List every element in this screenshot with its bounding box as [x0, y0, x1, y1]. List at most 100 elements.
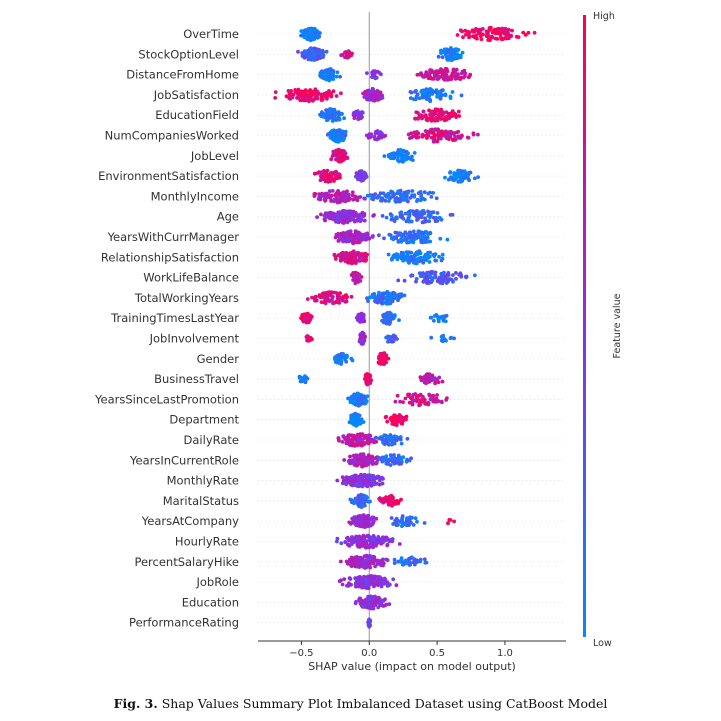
shap-point [406, 394, 411, 398]
shap-point [341, 434, 346, 439]
colorbar-low-label: Low [593, 638, 612, 649]
shap-point [405, 251, 410, 256]
shap-point [382, 538, 387, 543]
shap-point [355, 463, 359, 468]
shap-point [350, 535, 354, 539]
shap-point [300, 379, 304, 384]
shap-point [395, 257, 400, 262]
feature-label: Gender [197, 352, 240, 366]
shap-point [367, 236, 372, 241]
shap-point [354, 112, 359, 117]
shap-point [379, 72, 383, 77]
shap-point [359, 557, 363, 562]
shap-point [378, 576, 383, 581]
shap-point [466, 173, 470, 178]
shap-point [352, 219, 357, 224]
shap-point [390, 456, 394, 460]
shap-point [401, 232, 406, 237]
shap-point [364, 578, 368, 583]
shap-point [521, 30, 526, 35]
shap-point [445, 57, 449, 61]
shap-point [385, 461, 390, 466]
shap-point [481, 27, 485, 31]
shap-point [373, 594, 377, 599]
shap-point [405, 151, 409, 156]
x-tick-label: 0.5 [429, 648, 445, 659]
shap-point [410, 189, 415, 193]
shap-point [445, 237, 450, 242]
shap-point [367, 621, 371, 626]
feature-label: MonthlyIncome [151, 189, 239, 203]
shap-point [382, 315, 387, 320]
shap-point [344, 52, 349, 56]
shap-point [416, 393, 421, 398]
shap-point [459, 71, 464, 76]
shap-point [318, 178, 323, 183]
shap-point [303, 316, 308, 321]
shap-point [307, 57, 311, 61]
shap-point [374, 460, 379, 465]
shap-point [325, 211, 329, 216]
shap-point [439, 258, 444, 263]
shap-point [433, 127, 438, 132]
colorbar-high-label: High [593, 11, 615, 22]
shap-point [353, 197, 358, 201]
shap-point [392, 561, 397, 565]
shap-point [346, 433, 351, 438]
shap-point [450, 212, 455, 217]
feature-label: TrainingTimesLastYear [110, 311, 239, 325]
shap-point [362, 218, 367, 223]
shap-point [349, 294, 354, 299]
shap-point [349, 458, 354, 463]
shap-point [317, 192, 322, 197]
shap-point [349, 213, 354, 217]
shap-point [364, 441, 368, 445]
shap-point [378, 191, 383, 196]
shap-point [435, 73, 440, 78]
shap-point [444, 338, 448, 343]
shap-point [419, 72, 424, 77]
shap-point [362, 554, 367, 559]
shap-point [449, 175, 453, 180]
shap-point [334, 148, 339, 153]
shap-point [409, 219, 414, 224]
shap-point [313, 87, 318, 92]
shap-point [415, 72, 420, 77]
shap-point [367, 618, 372, 622]
shap-point [476, 175, 480, 180]
shap-point [385, 290, 390, 294]
shap-point [377, 478, 382, 483]
shap-point [417, 271, 422, 276]
shap-point [342, 197, 347, 202]
shap-point [389, 217, 394, 222]
shap-point [412, 562, 417, 567]
shap-point [432, 314, 437, 318]
shap-point [431, 215, 436, 220]
shap-point [405, 436, 410, 441]
shap-point [342, 254, 347, 258]
shap-point [339, 219, 343, 224]
shap-point [384, 195, 389, 199]
shap-point [433, 381, 437, 386]
shap-point [338, 253, 342, 257]
shap-point [503, 30, 508, 34]
shap-point [392, 413, 397, 418]
shap-point [348, 400, 353, 405]
shap-point [381, 500, 386, 504]
shap-point [394, 215, 399, 220]
shap-point [346, 230, 350, 235]
shap-point [343, 540, 348, 544]
shap-point [467, 178, 471, 183]
shap-point [380, 481, 385, 486]
shap-point [378, 361, 383, 366]
shap-point [372, 292, 377, 296]
shap-point [443, 73, 447, 78]
shap-point [375, 195, 380, 200]
shap-point [422, 190, 427, 195]
shap-point [331, 149, 336, 154]
shap-point [407, 523, 411, 527]
shap-point [403, 235, 408, 240]
shap-point [434, 88, 439, 92]
colorbar: High Low Feature value [583, 11, 623, 649]
shap-point [472, 176, 477, 181]
